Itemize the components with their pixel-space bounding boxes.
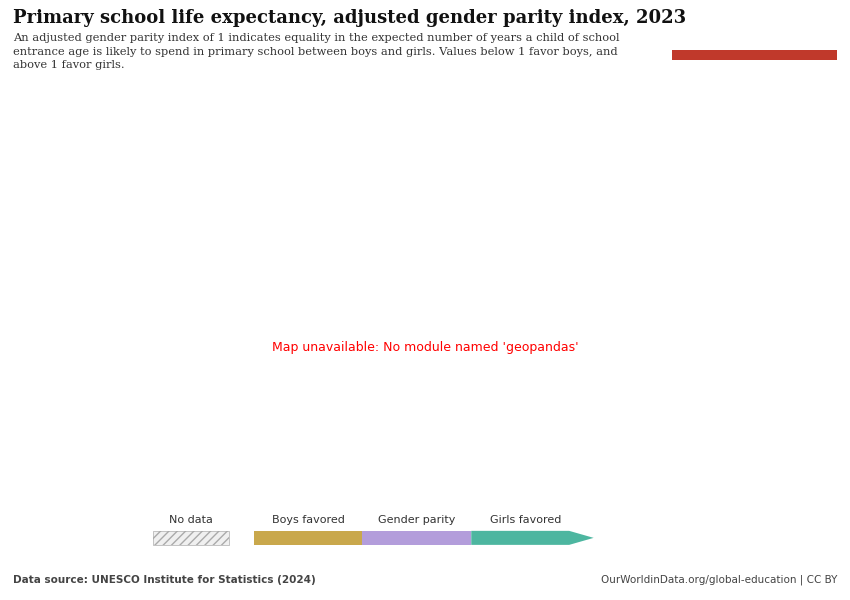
Text: OurWorldinData.org/global-education | CC BY: OurWorldinData.org/global-education | CC…: [601, 575, 837, 585]
Text: in Data: in Data: [730, 31, 779, 44]
Bar: [153, 531, 230, 545]
Text: Boys favored: Boys favored: [272, 515, 344, 525]
Text: Primary school life expectancy, adjusted gender parity index, 2023: Primary school life expectancy, adjusted…: [13, 9, 686, 27]
Text: No data: No data: [169, 515, 213, 525]
Polygon shape: [471, 531, 593, 545]
Bar: [253, 531, 362, 545]
Text: Girls favored: Girls favored: [490, 515, 561, 525]
Text: Our World: Our World: [721, 16, 788, 28]
Text: Data source: UNESCO Institute for Statistics (2024): Data source: UNESCO Institute for Statis…: [13, 575, 315, 585]
Text: Gender parity: Gender parity: [378, 515, 456, 525]
Text: Map unavailable: No module named 'geopandas': Map unavailable: No module named 'geopan…: [272, 341, 578, 355]
Bar: [672, 50, 837, 60]
Bar: [362, 531, 471, 545]
Text: An adjusted gender parity index of 1 indicates equality in the expected number o: An adjusted gender parity index of 1 ind…: [13, 33, 620, 70]
Bar: [153, 531, 230, 545]
